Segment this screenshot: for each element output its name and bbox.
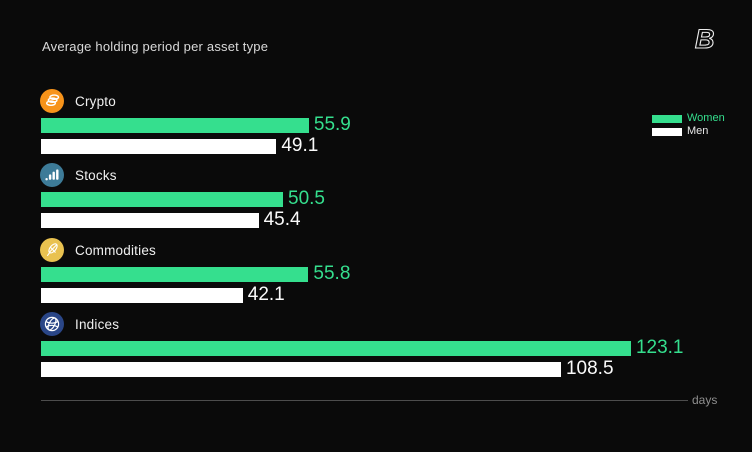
women-bar-value: 55.8 <box>313 263 351 284</box>
asset-group-header: Commodities <box>40 238 156 262</box>
svg-text:B: B <box>695 24 715 54</box>
asset-group: Stocks 50.5 45.4 <box>0 163 752 233</box>
men-bar-row: 49.1 <box>41 135 688 156</box>
legend: Women Men <box>652 112 725 137</box>
women-bar <box>41 118 309 133</box>
asset-label: Commodities <box>75 242 156 258</box>
commodities-wheat-icon <box>40 238 64 262</box>
men-bar <box>41 288 243 303</box>
women-bar <box>41 341 631 356</box>
asset-group: Commodities 55.8 42.1 <box>0 238 752 308</box>
brand-logo-b-icon: B <box>692 20 720 61</box>
men-bar-row: 42.1 <box>41 284 688 305</box>
asset-group-header: Indices <box>40 312 119 336</box>
x-axis-line <box>41 400 688 401</box>
legend-item-women: Women <box>652 112 725 124</box>
men-bar <box>41 139 277 154</box>
asset-group: Indices 123.1 108.5 <box>0 312 752 382</box>
legend-item-men: Men <box>652 125 725 137</box>
men-swatch <box>652 127 682 136</box>
legend-label-women: Women <box>687 112 725 124</box>
women-bar-value: 55.9 <box>313 114 351 135</box>
women-bar-value: 123.1 <box>635 337 684 358</box>
crypto-coins-icon <box>40 89 64 113</box>
indices-globe-icon <box>40 312 64 336</box>
chart-title: Average holding period per asset type <box>42 39 269 54</box>
men-bar-value: 49.1 <box>281 135 319 156</box>
men-bar-value: 45.4 <box>263 209 301 230</box>
asset-label: Crypto <box>75 93 116 109</box>
men-bar-value: 108.5 <box>565 358 614 379</box>
women-bar <box>41 192 284 207</box>
asset-group-header: Crypto <box>40 89 116 113</box>
asset-label: Indices <box>75 316 120 332</box>
asset-label: Stocks <box>75 167 117 183</box>
women-swatch <box>652 114 682 123</box>
women-bar-row: 55.9 <box>41 114 688 135</box>
women-bar-value: 50.5 <box>288 188 325 209</box>
axis-unit-label: days <box>692 393 718 407</box>
men-bar-row: 108.5 <box>41 358 688 379</box>
asset-group-header: Stocks <box>40 163 117 187</box>
legend-label-men: Men <box>687 125 709 137</box>
men-bar <box>41 213 259 228</box>
men-bar <box>41 362 561 377</box>
women-bar-row: 55.8 <box>41 263 688 284</box>
women-bar-row: 50.5 <box>41 188 688 209</box>
men-bar-value: 42.1 <box>247 284 285 305</box>
stocks-bar-chart-icon <box>40 163 64 187</box>
asset-group: Crypto 55.9 49.1 <box>0 89 752 159</box>
men-bar-row: 45.4 <box>41 209 688 230</box>
women-bar-row: 123.1 <box>41 337 688 358</box>
women-bar <box>41 267 309 282</box>
